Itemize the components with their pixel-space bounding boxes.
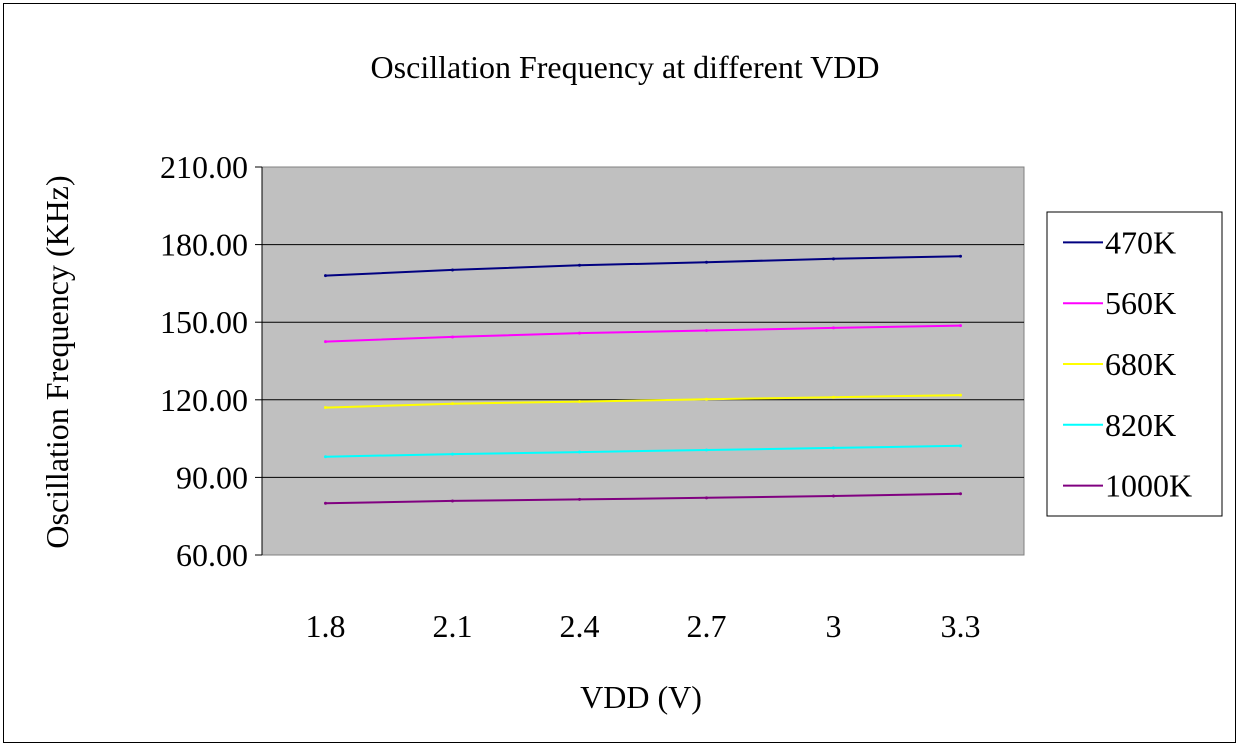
data-point-680k <box>705 397 708 401</box>
data-point-560k <box>324 340 327 344</box>
data-point-560k <box>832 326 835 330</box>
legend-label-470k: 470K <box>1105 224 1176 260</box>
plot-area: 60.00 90.00 120.00 150.00 180.00 210.00 1.8 2.1… <box>160 149 1025 644</box>
x-tick-label: 2.7 <box>687 608 727 644</box>
series-line-470k <box>325 255 961 277</box>
data-point-820k <box>705 448 708 452</box>
series-line-1000k <box>325 492 961 505</box>
legend-label-560k: 560K <box>1105 285 1176 321</box>
data-point-820k <box>959 444 962 448</box>
data-point-820k <box>324 455 327 459</box>
data-point-1000k <box>451 499 454 503</box>
x-tick-label: 1.8 <box>306 608 346 644</box>
data-point-820k <box>578 450 581 454</box>
series-line-680k <box>325 394 961 409</box>
x-tick-label: 2.4 <box>560 608 600 644</box>
data-point-470k <box>832 257 835 261</box>
y-tick-label: 60.00 <box>176 537 248 573</box>
data-point-680k <box>959 393 962 397</box>
y-axis-label: Oscillation Frequency (KHz) <box>39 175 75 548</box>
data-point-560k <box>451 335 454 339</box>
legend-label-1000k: 1000K <box>1105 468 1192 504</box>
data-point-680k <box>578 400 581 404</box>
data-point-470k <box>959 254 962 258</box>
y-tick-label: 150.00 <box>160 304 248 340</box>
data-point-470k <box>705 260 708 264</box>
legend-label-820k: 820K <box>1105 407 1176 443</box>
chart-title: Oscillation Frequency at different VDD <box>371 49 880 85</box>
data-point-1000k <box>959 492 962 496</box>
y-tick-label: 120.00 <box>160 382 248 418</box>
data-point-1000k <box>578 497 581 501</box>
data-point-1000k <box>324 501 327 505</box>
data-point-560k <box>959 324 962 328</box>
data-point-1000k <box>832 494 835 498</box>
legend-label-680k: 680K <box>1105 346 1176 382</box>
data-point-680k <box>324 406 327 410</box>
x-tick-label: 3 <box>826 608 842 644</box>
data-point-470k <box>324 274 327 278</box>
data-point-1000k <box>705 496 708 500</box>
x-tick-label: 3.3 <box>941 608 981 644</box>
y-tick-label: 180.00 <box>160 227 248 263</box>
series-line-820k <box>325 444 961 458</box>
x-axis-label: VDD (V) <box>580 679 702 715</box>
data-point-560k <box>578 331 581 335</box>
y-tick-label: 90.00 <box>176 459 248 495</box>
data-point-470k <box>451 268 454 272</box>
data-point-820k <box>451 452 454 456</box>
data-point-680k <box>832 395 835 399</box>
y-tick-label: 210.00 <box>160 149 248 185</box>
data-point-680k <box>451 402 454 406</box>
data-point-820k <box>832 446 835 450</box>
data-point-470k <box>578 263 581 267</box>
x-tick-label: 2.1 <box>433 608 473 644</box>
plot-background <box>261 166 1025 556</box>
legend: 470K 560K 680K 820K 1000K <box>1046 211 1223 517</box>
data-point-560k <box>705 328 708 332</box>
series-line-560k <box>325 324 961 343</box>
